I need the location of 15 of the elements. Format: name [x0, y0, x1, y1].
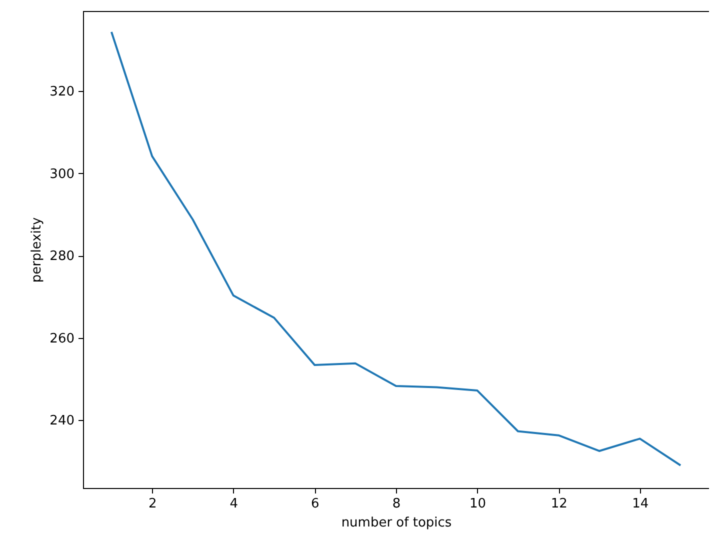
x-tick-label: 14 — [632, 496, 649, 512]
x-tick-label: 12 — [550, 496, 568, 512]
x-tick-label: 4 — [230, 496, 238, 512]
x-tick-label: 2 — [148, 496, 157, 512]
y-axis-title: perplexity — [30, 217, 45, 283]
x-tick-label: 8 — [392, 496, 401, 512]
x-axis-title: number of topics — [341, 516, 452, 530]
y-tick-label: 280 — [50, 249, 74, 264]
x-tick-label: 6 — [311, 496, 320, 512]
x-tick-label: 10 — [470, 496, 486, 512]
y-tick-label: 300 — [50, 166, 74, 182]
y-tick-label: 260 — [50, 331, 74, 346]
y-tick-label: 240 — [50, 414, 74, 429]
y-tick-label: 320 — [50, 84, 74, 100]
line-series — [110, 30, 682, 466]
